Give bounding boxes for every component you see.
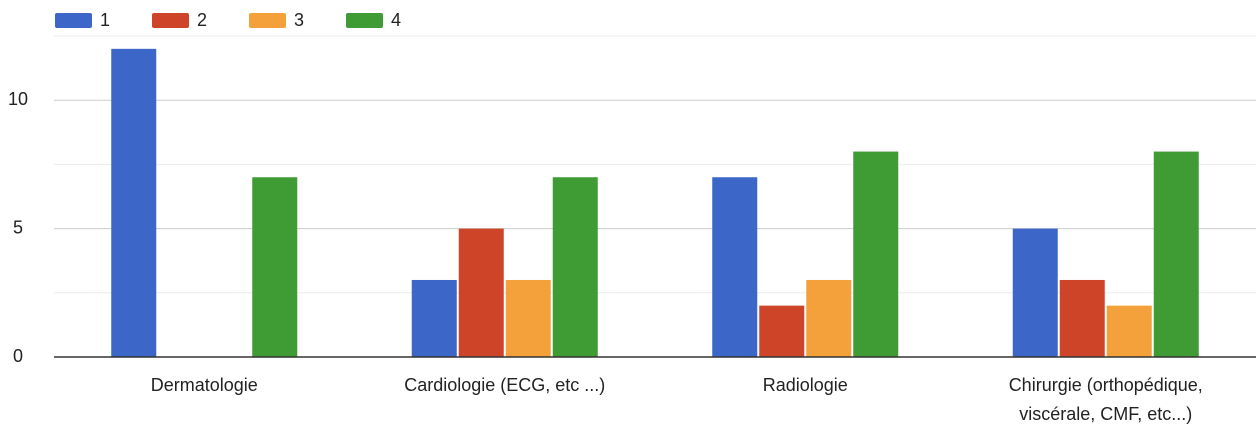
legend-swatch: [346, 13, 383, 28]
legend-swatch: [55, 13, 92, 28]
bar: [1153, 151, 1199, 357]
legend-label: 2: [197, 10, 207, 30]
bar: [1059, 279, 1105, 357]
bar: [1106, 305, 1152, 357]
legend-swatch: [249, 13, 286, 28]
legend-swatch: [152, 13, 189, 28]
x-tick-label: Dermatologie: [151, 375, 258, 395]
legend-label: 1: [100, 10, 110, 30]
bar: [552, 177, 598, 357]
bar: [1012, 228, 1058, 357]
bar: [759, 305, 805, 357]
bar: [853, 151, 899, 357]
x-tick-label: Cardiologie (ECG, etc ...): [404, 375, 605, 395]
bar: [111, 48, 157, 358]
x-tick-label: Radiologie: [763, 375, 848, 395]
y-tick-label: 5: [13, 217, 23, 237]
x-tick-label: Chirurgie (orthopédique, viscérale, CMF, …: [1009, 375, 1203, 424]
bar: [411, 279, 457, 357]
bar: [712, 177, 758, 357]
legend-label: 3: [294, 10, 304, 30]
bar: [252, 177, 298, 357]
bar: [806, 279, 852, 357]
y-tick-label: 10: [8, 89, 28, 109]
legend-label: 4: [391, 10, 401, 30]
bar: [458, 228, 504, 357]
bar: [505, 279, 551, 357]
y-tick-label: 0: [13, 346, 23, 366]
